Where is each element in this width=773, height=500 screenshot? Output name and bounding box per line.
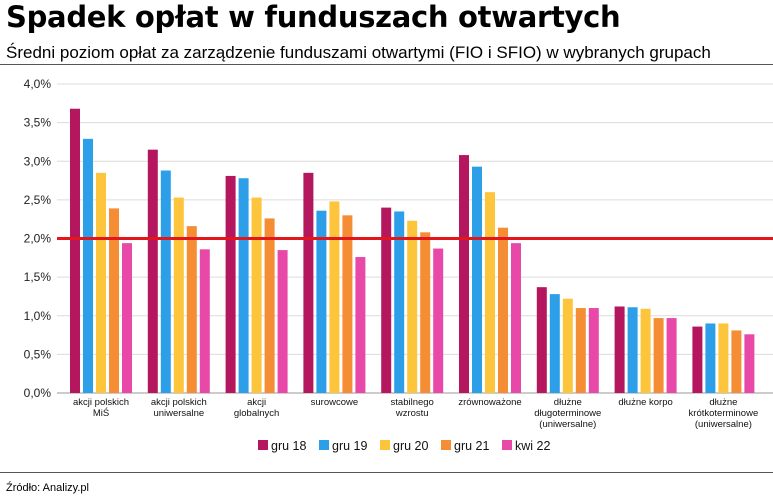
x-category-label-line: długoterminowe [534,408,601,419]
bar [731,330,742,393]
bar [692,326,703,393]
bar [640,308,651,393]
legend-label: gru 20 [393,439,428,453]
bar [173,197,184,393]
x-category-label-line: akcji [247,397,266,408]
header-divider [0,64,773,65]
y-tick-label: 0,0% [24,386,52,400]
x-category-label-line: wzrostu [395,408,429,419]
x-category-label: akcji polskich MiŚ [73,397,129,419]
bar [588,308,599,393]
x-category-label-line: globalnych [234,408,279,419]
y-tick-label: 3,5% [24,116,52,130]
bar [342,215,353,393]
bar [70,108,80,393]
y-tick-label: 2,5% [24,193,52,207]
legend-swatch [380,440,390,450]
bar [705,323,716,393]
y-tick-label: 0,5% [24,347,52,361]
x-category-label-line: zrównoważone [458,397,521,408]
bar [472,166,482,393]
bar [381,207,392,393]
legend-swatch [441,440,451,450]
legend-label: kwi 22 [515,439,550,453]
bar [407,220,418,393]
bar [186,226,197,393]
bar [316,210,327,393]
x-category-label-line: stabilnego [391,397,434,408]
bar [485,192,495,393]
legend-label: gru 19 [332,439,367,453]
bar [433,248,444,393]
x-category-label: dłużne długoterminowe (uniwersalne) [534,397,601,430]
x-category-label-line: krótkoterminowe [689,408,759,419]
bar [718,323,729,393]
x-category-label: dłużne krótkoterminowe (uniwersalne) [689,397,759,430]
x-category-label: surowcowe [311,397,359,408]
page-title: Spadek opłat w funduszach otwartych [6,0,621,34]
legend-swatch [319,440,329,450]
bar [264,218,275,393]
bar [303,172,314,393]
bar [199,249,210,393]
x-category-label: stabilnego wzrostu [391,397,434,419]
bar [744,334,755,393]
legend-label: gru 18 [271,439,306,453]
bar [83,138,93,393]
y-tick-label: 4,0% [24,77,52,91]
bar [147,149,158,393]
y-tick-label: 2,0% [24,232,52,246]
bar [355,257,366,393]
bar [251,197,262,393]
bar [627,307,638,393]
bar [562,298,573,393]
bar [614,306,625,393]
x-category-label-line: dłużne [554,397,582,408]
bar [394,211,405,393]
x-category-label-line: surowcowe [311,397,359,408]
y-tick-label: 3,0% [24,154,52,168]
bar [511,243,521,393]
bar [277,250,288,393]
bar [122,243,132,393]
bar [459,155,469,393]
bar [96,172,106,393]
x-category-label: akcji globalnych [234,397,279,419]
legend-swatch [502,440,512,450]
y-tick-label: 1,5% [24,270,52,284]
bar [653,318,664,393]
bar [160,170,171,393]
x-category-label-line: (uniwersalne) [695,419,752,430]
x-category-label-line: dłużne korpo [618,397,672,408]
x-category-label-line: dłużne [709,397,737,408]
bar [238,178,249,393]
legend-swatch [258,440,268,450]
bar [549,294,560,393]
footer-divider [0,472,773,473]
bar [225,175,236,393]
x-category-label: zrównoważone [458,397,521,408]
bar [575,308,586,393]
x-category-label-line: akcji polskich [151,397,207,408]
legend-label: gru 21 [454,439,489,453]
bar [498,227,508,393]
x-category-label-line: akcji polskich [73,397,129,408]
x-category-label: dłużne korpo [618,397,672,408]
bar [536,287,547,393]
page-subtitle: Średni poziom opłat za zarządzenie fundu… [6,43,711,62]
bar [666,318,677,393]
bar [420,232,431,393]
x-category-label-line: MiŚ [93,407,109,419]
bar [109,208,119,393]
x-category-label-line: uniwersalne [153,408,204,419]
x-category-label: akcji polskich uniwersalne [151,397,207,419]
source-note: Źródło: Analizy.pl [6,482,89,494]
x-category-label-line: (uniwersalne) [539,419,596,430]
y-tick-label: 1,0% [24,309,52,323]
bar [329,201,340,393]
